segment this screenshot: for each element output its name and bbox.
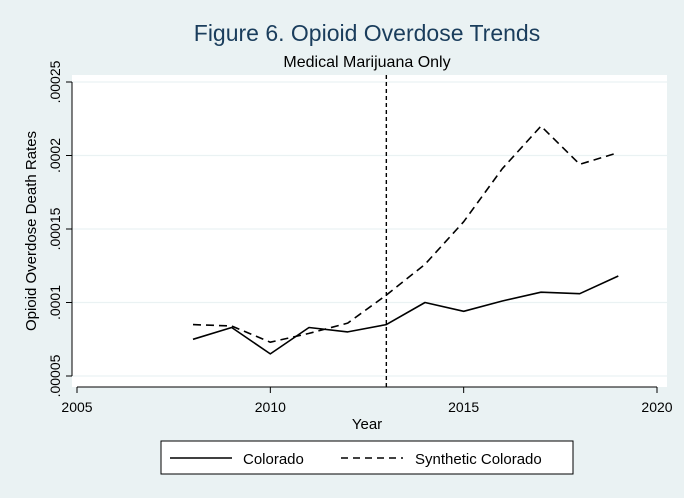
plot-area <box>72 75 667 387</box>
x-tick-label: 2015 <box>448 399 479 415</box>
legend-label-colorado: Colorado <box>243 451 304 468</box>
y-tick-label: .00025 <box>47 60 63 103</box>
legend-label-synthetic-colorado: Synthetic Colorado <box>415 451 542 468</box>
y-tick-label: .00015 <box>47 207 63 250</box>
y-axis-title: Opioid Overdose Death Rates <box>23 131 40 331</box>
series-line-synthetic-colorado <box>192 125 619 344</box>
x-axis-title: Year <box>352 416 382 433</box>
y-tick-label: .0001 <box>47 285 63 320</box>
series-layer <box>192 125 619 355</box>
series-line-colorado <box>192 275 619 355</box>
chart-title: Figure 6. Opioid Overdose Trends <box>194 20 540 46</box>
x-tick-label: 2005 <box>61 399 92 415</box>
axes: .00005 .0001 .00015 .0002 .00025 2005 2010 2015… <box>47 60 673 415</box>
x-tick-label: 2010 <box>255 399 286 415</box>
legend: Colorado Synthetic Colorado <box>160 440 574 475</box>
x-tick-label: 2020 <box>641 399 672 415</box>
gridlines <box>72 81 667 377</box>
y-tick-label: .0002 <box>47 138 63 173</box>
chart-subtitle: Medical Marijuana Only <box>283 54 450 71</box>
y-tick-label: .00005 <box>47 354 63 397</box>
